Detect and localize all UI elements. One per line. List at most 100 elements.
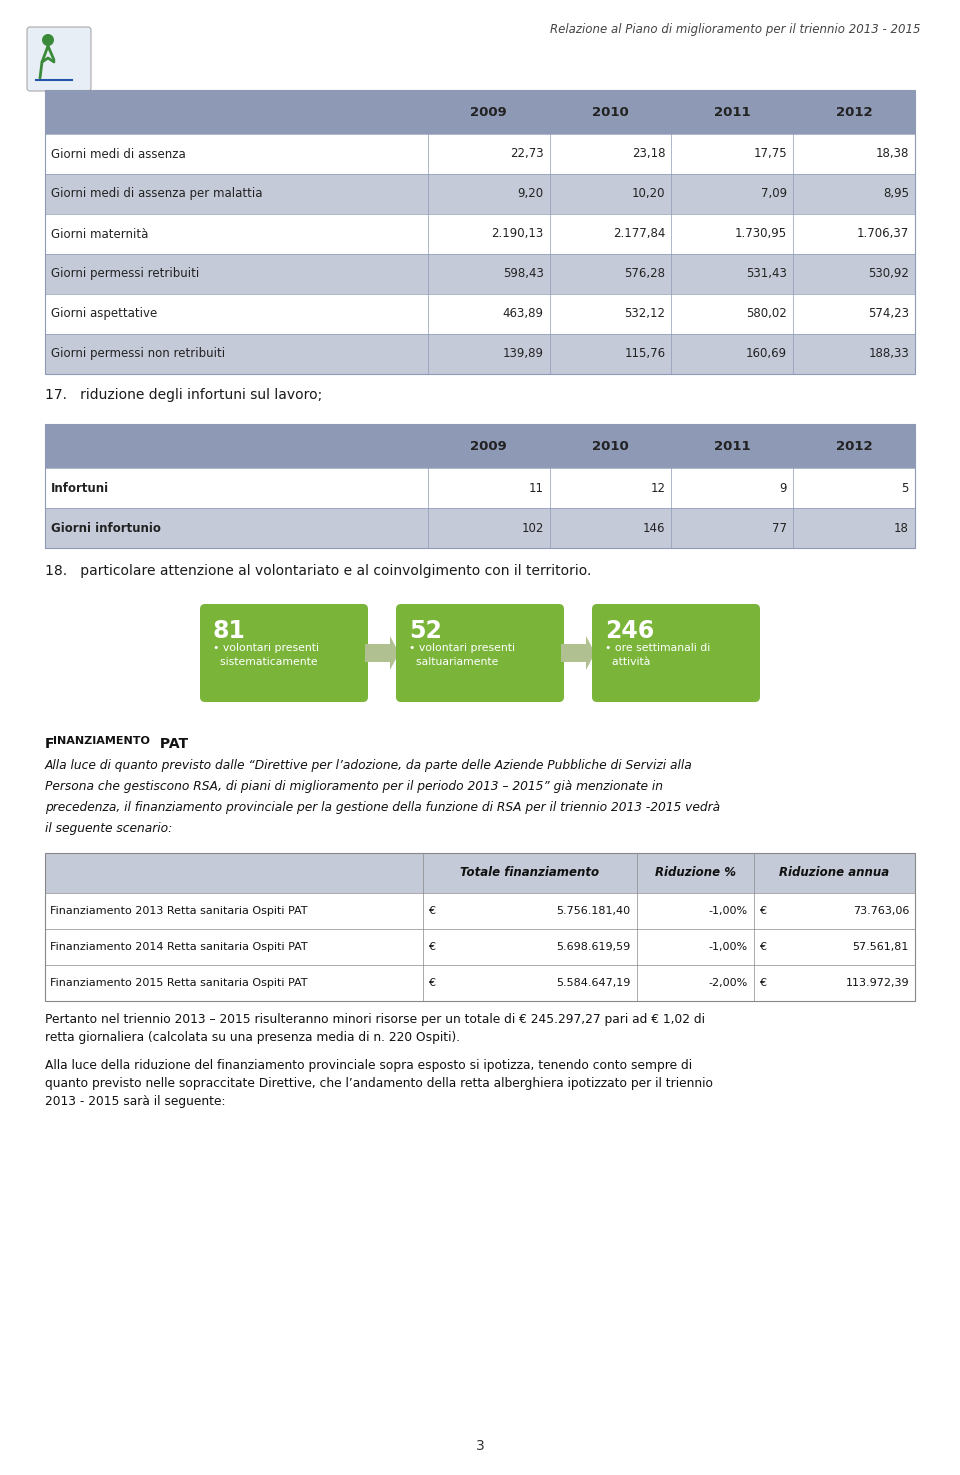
Text: • volontari presenti
  saltuariamente: • volontari presenti saltuariamente — [409, 643, 515, 667]
Text: Totale finanziamento: Totale finanziamento — [461, 866, 600, 879]
Text: Giorni medi di assenza: Giorni medi di assenza — [51, 148, 185, 161]
FancyBboxPatch shape — [200, 603, 368, 702]
Text: 2009: 2009 — [470, 106, 507, 118]
Text: 530,92: 530,92 — [868, 267, 909, 280]
Text: 2010: 2010 — [592, 440, 629, 453]
Text: Finanziamento 2014 Retta sanitaria Ospiti PAT: Finanziamento 2014 Retta sanitaria Ospit… — [50, 943, 307, 951]
Text: 22,73: 22,73 — [510, 148, 543, 161]
Text: 18,38: 18,38 — [876, 148, 909, 161]
Text: 73.763,06: 73.763,06 — [852, 906, 909, 916]
Text: 9,20: 9,20 — [517, 187, 543, 201]
Text: 5.756.181,40: 5.756.181,40 — [557, 906, 631, 916]
Text: €: € — [759, 906, 766, 916]
Text: 1.706,37: 1.706,37 — [856, 227, 909, 240]
Text: Pertanto nel triennio 2013 – 2015 risulteranno minori risorse per un totale di €: Pertanto nel triennio 2013 – 2015 risult… — [45, 1013, 705, 1027]
Text: 18.   particolare attenzione al volontariato e al coinvolgimento con il territor: 18. particolare attenzione al volontaria… — [45, 563, 591, 578]
Text: 246: 246 — [605, 620, 655, 643]
Text: 5: 5 — [901, 481, 909, 494]
Text: €: € — [428, 906, 436, 916]
Text: Infortuni: Infortuni — [51, 481, 109, 494]
Bar — [45, 294, 915, 333]
Bar — [45, 90, 915, 134]
Text: 113.972,39: 113.972,39 — [846, 978, 909, 988]
Bar — [45, 468, 915, 507]
Text: 2.177,84: 2.177,84 — [613, 227, 665, 240]
Text: Alla luce di quanto previsto dalle “Direttive per l’adozione, da parte delle Azi: Alla luce di quanto previsto dalle “Dire… — [45, 760, 693, 771]
Bar — [45, 965, 915, 1002]
Text: 17.   riduzione degli infortuni sul lavoro;: 17. riduzione degli infortuni sul lavoro… — [45, 388, 323, 403]
Text: 2012: 2012 — [836, 106, 873, 118]
Text: -2,00%: -2,00% — [708, 978, 748, 988]
Text: €: € — [428, 943, 436, 951]
Bar — [45, 853, 915, 1002]
Bar — [45, 333, 915, 375]
Text: 532,12: 532,12 — [624, 307, 665, 320]
Bar — [45, 892, 915, 929]
Bar — [45, 134, 915, 174]
Text: 2009: 2009 — [470, 440, 507, 453]
Text: 463,89: 463,89 — [503, 307, 543, 320]
Text: Giorni permessi non retribuiti: Giorni permessi non retribuiti — [51, 348, 226, 360]
Text: 11: 11 — [529, 481, 543, 494]
Text: 77: 77 — [772, 522, 787, 534]
Text: 18: 18 — [894, 522, 909, 534]
Text: 23,18: 23,18 — [632, 148, 665, 161]
Bar — [45, 507, 915, 549]
Text: Giorni maternità: Giorni maternità — [51, 227, 149, 240]
Text: 160,69: 160,69 — [746, 348, 787, 360]
Text: 2012: 2012 — [836, 440, 873, 453]
Text: 3: 3 — [475, 1440, 485, 1453]
Text: 8,95: 8,95 — [883, 187, 909, 201]
Text: Giorni aspettative: Giorni aspettative — [51, 307, 157, 320]
Text: 531,43: 531,43 — [746, 267, 787, 280]
Bar — [45, 174, 915, 214]
Text: 17,75: 17,75 — [754, 148, 787, 161]
Text: INANZIAMENTO: INANZIAMENTO — [53, 736, 150, 745]
Text: 2.190,13: 2.190,13 — [492, 227, 543, 240]
Text: 2010: 2010 — [592, 106, 629, 118]
Text: 12: 12 — [651, 481, 665, 494]
Text: Finanziamento 2013 Retta sanitaria Ospiti PAT: Finanziamento 2013 Retta sanitaria Ospit… — [50, 906, 307, 916]
Text: 81: 81 — [213, 620, 246, 643]
Text: €: € — [428, 978, 436, 988]
Text: €: € — [759, 943, 766, 951]
Text: quanto previsto nelle sopraccitate Direttive, che l’andamento della retta alberg: quanto previsto nelle sopraccitate Diret… — [45, 1077, 713, 1090]
Text: 1.730,95: 1.730,95 — [735, 227, 787, 240]
Text: Finanziamento 2015 Retta sanitaria Ospiti PAT: Finanziamento 2015 Retta sanitaria Ospit… — [50, 978, 307, 988]
Polygon shape — [561, 636, 595, 670]
Text: • ore settimanali di
  attività: • ore settimanali di attività — [605, 643, 710, 667]
Text: Riduzione %: Riduzione % — [655, 866, 735, 879]
Text: -1,00%: -1,00% — [708, 943, 748, 951]
FancyBboxPatch shape — [592, 603, 760, 702]
Text: 580,02: 580,02 — [747, 307, 787, 320]
Text: 7,09: 7,09 — [761, 187, 787, 201]
Text: 146: 146 — [643, 522, 665, 534]
Text: precedenza, il finanziamento provinciale per la gestione della funzione di RSA p: precedenza, il finanziamento provinciale… — [45, 801, 720, 814]
FancyBboxPatch shape — [396, 603, 564, 702]
Text: 2013 - 2015 sarà il seguente:: 2013 - 2015 sarà il seguente: — [45, 1094, 226, 1108]
Text: 576,28: 576,28 — [624, 267, 665, 280]
Text: 2011: 2011 — [714, 106, 751, 118]
Bar — [45, 423, 915, 549]
Text: 115,76: 115,76 — [624, 348, 665, 360]
Polygon shape — [365, 636, 399, 670]
Text: €: € — [759, 978, 766, 988]
Text: retta giornaliera (calcolata su una presenza media di n. 220 Ospiti).: retta giornaliera (calcolata su una pres… — [45, 1031, 460, 1044]
Text: 598,43: 598,43 — [503, 267, 543, 280]
Text: 5.698.619,59: 5.698.619,59 — [557, 943, 631, 951]
Text: PAT: PAT — [155, 738, 188, 751]
Text: -1,00%: -1,00% — [708, 906, 748, 916]
Text: • volontari presenti
  sistematicamente: • volontari presenti sistematicamente — [213, 643, 319, 667]
Bar — [45, 214, 915, 254]
Text: Giorni infortunio: Giorni infortunio — [51, 522, 161, 534]
Bar — [45, 254, 915, 294]
Bar — [45, 423, 915, 468]
Text: 102: 102 — [521, 522, 543, 534]
Text: 188,33: 188,33 — [868, 348, 909, 360]
Text: 9: 9 — [780, 481, 787, 494]
Circle shape — [42, 34, 54, 46]
Text: 5.584.647,19: 5.584.647,19 — [556, 978, 631, 988]
Text: Giorni medi di assenza per malattia: Giorni medi di assenza per malattia — [51, 187, 262, 201]
Text: 139,89: 139,89 — [503, 348, 543, 360]
Text: il seguente scenario:: il seguente scenario: — [45, 822, 172, 835]
